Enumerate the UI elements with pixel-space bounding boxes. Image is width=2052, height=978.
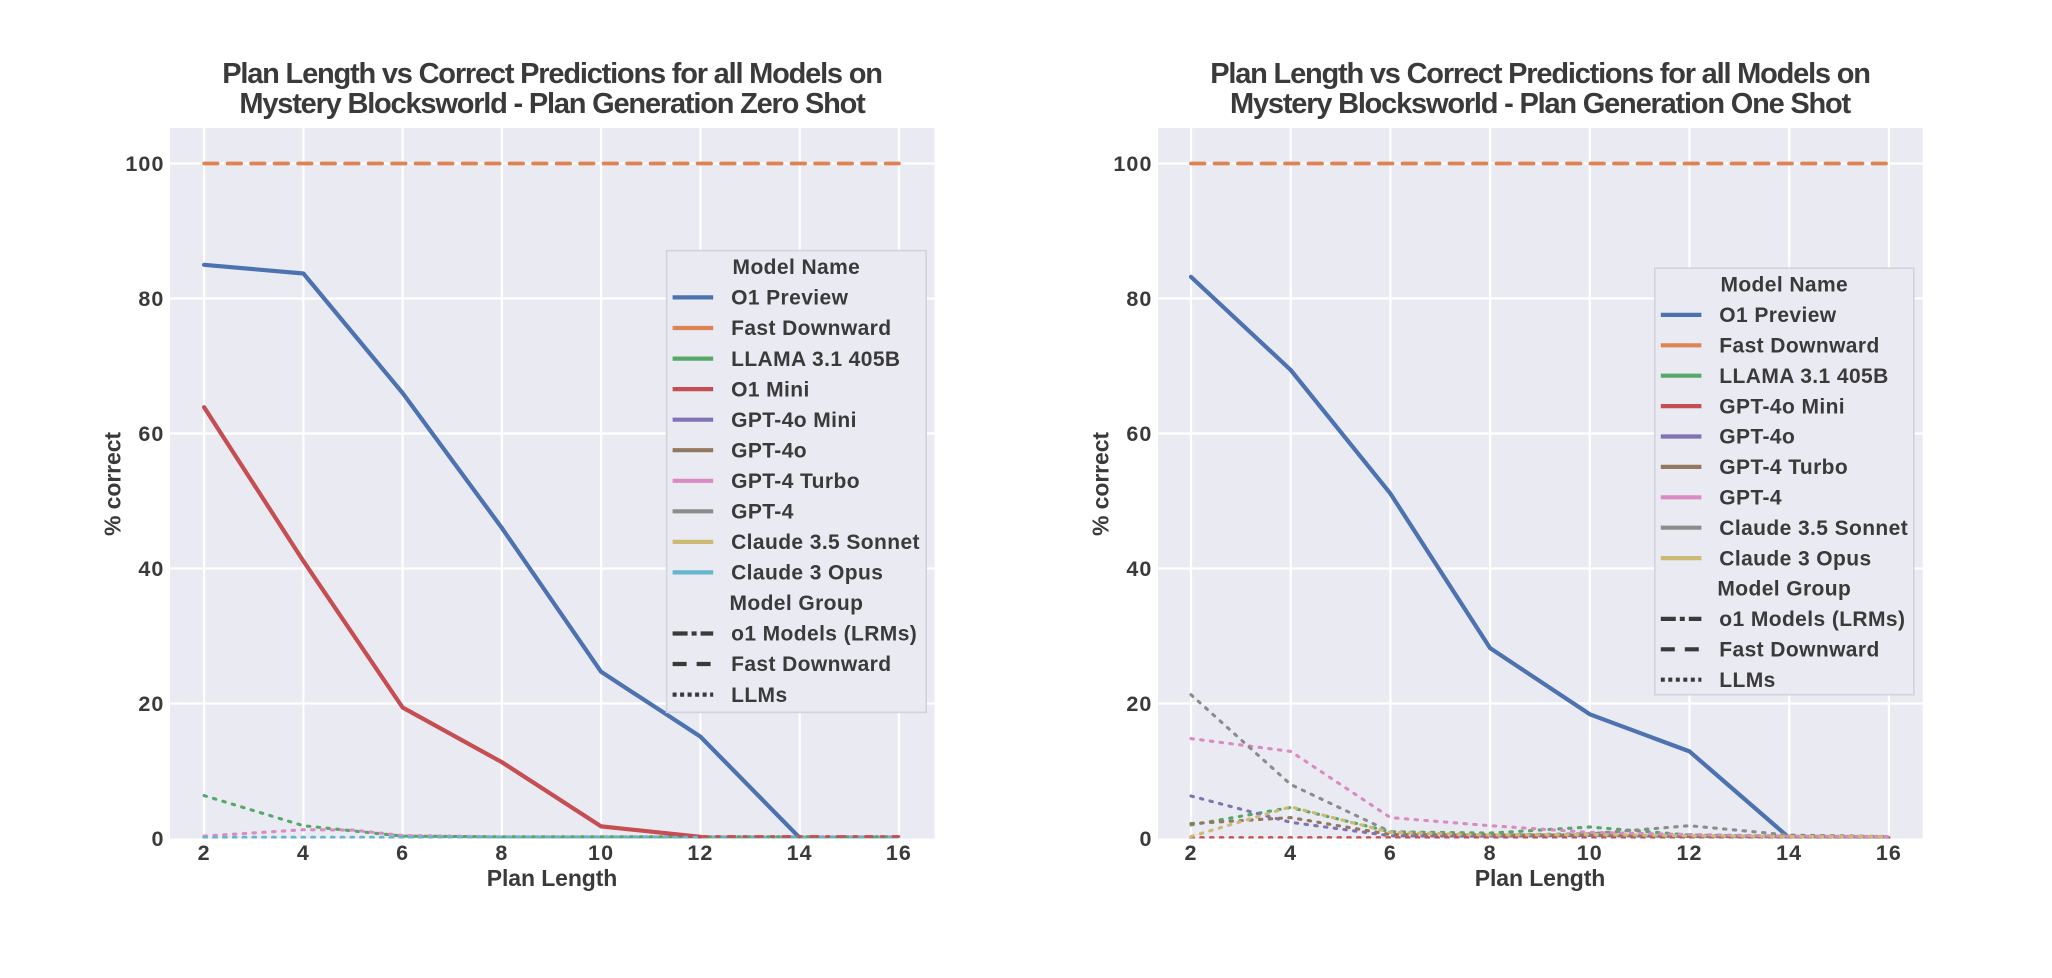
svg-text:80: 80 <box>1126 287 1152 311</box>
svg-text:16: 16 <box>1876 841 1902 865</box>
svg-text:10: 10 <box>1577 841 1603 865</box>
svg-text:8: 8 <box>1484 841 1497 865</box>
svg-text:Model Name: Model Name <box>733 256 861 279</box>
svg-text:Plan Length vs Correct Predict: Plan Length vs Correct Predictions for a… <box>222 58 882 90</box>
svg-text:Fast Downward: Fast Downward <box>731 317 891 340</box>
svg-text:14: 14 <box>1776 841 1802 865</box>
svg-text:LLAMA 3.1 405B: LLAMA 3.1 405B <box>731 348 900 371</box>
svg-text:6: 6 <box>396 841 409 865</box>
svg-text:Claude 3.5 Sonnet: Claude 3.5 Sonnet <box>731 531 920 554</box>
svg-text:10: 10 <box>588 841 614 865</box>
svg-text:O1 Preview: O1 Preview <box>731 287 848 310</box>
svg-text:100: 100 <box>1113 152 1152 176</box>
svg-text:14: 14 <box>787 841 813 865</box>
svg-text:LLMs: LLMs <box>731 684 787 707</box>
svg-text:% correct: % correct <box>100 432 126 536</box>
svg-text:16: 16 <box>886 841 912 865</box>
svg-text:Fast Downward: Fast Downward <box>731 653 891 676</box>
svg-text:6: 6 <box>1384 841 1397 865</box>
svg-text:Plan Length: Plan Length <box>487 865 618 891</box>
svg-text:LLMs: LLMs <box>1719 669 1775 692</box>
svg-text:60: 60 <box>1126 422 1152 446</box>
svg-text:Fast Downward: Fast Downward <box>1719 335 1879 358</box>
svg-text:o1 Models (LRMs): o1 Models (LRMs) <box>731 623 917 646</box>
svg-text:60: 60 <box>138 422 164 446</box>
svg-text:80: 80 <box>138 287 164 311</box>
svg-text:LLAMA 3.1 405B: LLAMA 3.1 405B <box>1719 365 1888 388</box>
svg-text:40: 40 <box>1126 557 1152 581</box>
svg-text:GPT-4: GPT-4 <box>1719 487 1782 510</box>
svg-text:20: 20 <box>138 692 164 716</box>
svg-text:Claude 3 Opus: Claude 3 Opus <box>731 562 883 585</box>
svg-text:40: 40 <box>138 557 164 581</box>
svg-text:Mystery Blocksworld - Plan Gen: Mystery Blocksworld - Plan Generation Ze… <box>239 88 866 120</box>
svg-text:8: 8 <box>495 841 508 865</box>
svg-text:Claude 3.5 Sonnet: Claude 3.5 Sonnet <box>1719 517 1908 540</box>
svg-text:2: 2 <box>1184 841 1197 865</box>
svg-text:O1 Mini: O1 Mini <box>731 378 810 401</box>
svg-text:GPT-4 Turbo: GPT-4 Turbo <box>1719 456 1848 479</box>
svg-text:GPT-4: GPT-4 <box>731 501 794 524</box>
svg-text:Model Group: Model Group <box>1717 578 1851 601</box>
svg-text:o1 Models (LRMs): o1 Models (LRMs) <box>1719 608 1905 631</box>
svg-text:4: 4 <box>1284 841 1297 865</box>
svg-text:GPT-4 Turbo: GPT-4 Turbo <box>731 470 860 493</box>
svg-text:100: 100 <box>125 152 164 176</box>
svg-text:4: 4 <box>297 841 310 865</box>
svg-text:GPT-4o: GPT-4o <box>1719 426 1795 449</box>
svg-text:Model Name: Model Name <box>1720 274 1848 297</box>
svg-text:2: 2 <box>198 841 211 865</box>
svg-text:Mystery Blocksworld - Plan Gen: Mystery Blocksworld - Plan Generation On… <box>1230 88 1852 120</box>
svg-text:20: 20 <box>1126 692 1152 716</box>
svg-text:Plan Length: Plan Length <box>1475 865 1606 891</box>
svg-text:Claude 3 Opus: Claude 3 Opus <box>1719 547 1871 570</box>
svg-text:0: 0 <box>151 827 164 851</box>
svg-text:12: 12 <box>1676 841 1702 865</box>
svg-text:% correct: % correct <box>1088 432 1114 536</box>
svg-text:Model Group: Model Group <box>729 592 863 615</box>
svg-text:O1 Preview: O1 Preview <box>1719 304 1836 327</box>
svg-text:0: 0 <box>1139 827 1152 851</box>
svg-text:GPT-4o Mini: GPT-4o Mini <box>731 409 857 432</box>
svg-text:GPT-4o: GPT-4o <box>731 439 807 462</box>
svg-text:Plan Length vs Correct Predict: Plan Length vs Correct Predictions for a… <box>1210 58 1870 90</box>
svg-text:12: 12 <box>687 841 713 865</box>
svg-text:Fast Downward: Fast Downward <box>1719 639 1879 662</box>
svg-text:GPT-4o Mini: GPT-4o Mini <box>1719 395 1845 418</box>
